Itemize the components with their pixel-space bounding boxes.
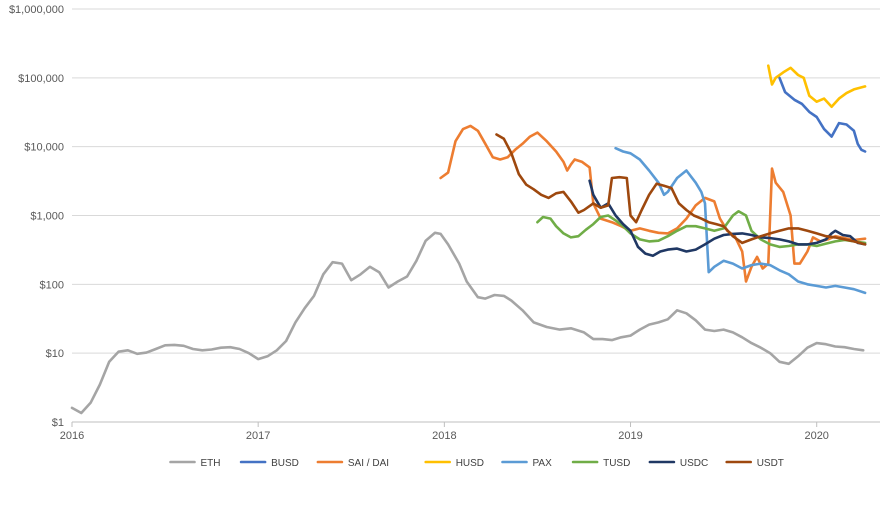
legend-label: USDT <box>757 458 784 469</box>
legend-entry-usdc: USDC <box>648 458 708 469</box>
series-line-busd <box>778 76 867 153</box>
legend-label: PAX <box>533 458 553 469</box>
legend-label: BUSD <box>271 458 299 469</box>
y-tick-label: $1,000,000 <box>9 4 64 16</box>
series-line-eth <box>70 231 865 415</box>
legend-label: SAI / DAI <box>348 458 389 469</box>
x-tick-label: 2018 <box>432 430 456 442</box>
y-tick-label: $10 <box>46 348 64 360</box>
legend-label: USDC <box>680 458 708 469</box>
legend-entry-pax: PAX <box>501 458 553 469</box>
y-axis-ticks: $1 $10 $100 $1,000 $10,000 $100,000 $1,000,000 <box>9 4 64 429</box>
legend-label: TUSD <box>603 458 630 469</box>
y-tick-label: $100,000 <box>18 73 64 85</box>
series-lines <box>70 64 867 415</box>
y-tick-label: $1 <box>52 417 64 429</box>
legend-entry-eth: ETH <box>169 458 221 469</box>
series-line-sai-dai <box>439 124 867 283</box>
legend: ETH BUSD SAI / DAI HUSD PAX TUSD USDC USDT <box>169 458 784 469</box>
legend-entry-sai-dai: SAI / DAI <box>316 458 389 469</box>
y-tick-label: $100 <box>40 279 64 291</box>
y-tick-label: $10,000 <box>24 142 64 154</box>
legend-entry-busd: BUSD <box>239 458 299 469</box>
legend-label: HUSD <box>456 458 484 469</box>
legend-entry-husd: HUSD <box>424 458 484 469</box>
series-line-pax <box>614 146 867 295</box>
x-tick-label: 2020 <box>804 430 828 442</box>
series-line-husd <box>767 64 867 109</box>
series-line-usdt <box>495 133 867 246</box>
legend-label: ETH <box>201 458 221 469</box>
x-axis-ticks: 2016 2017 2018 2019 2020 <box>60 421 880 442</box>
legend-entry-tusd: TUSD <box>571 458 630 469</box>
y-tick-label: $1,000 <box>30 211 64 223</box>
x-tick-label: 2017 <box>246 430 270 442</box>
x-tick-label: 2016 <box>60 430 84 442</box>
x-tick-label: 2019 <box>618 430 642 442</box>
legend-entry-usdt: USDT <box>725 458 784 469</box>
